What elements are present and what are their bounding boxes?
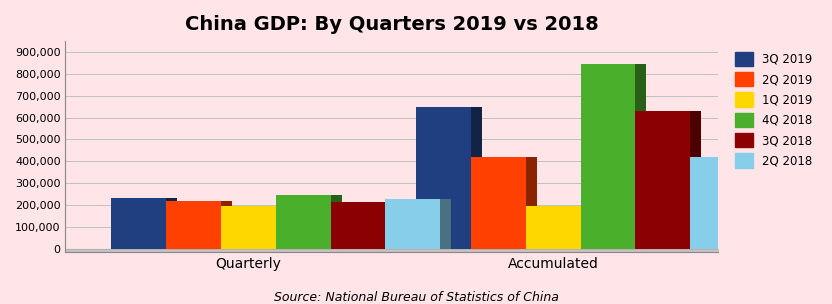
Polygon shape <box>221 201 232 249</box>
Polygon shape <box>440 199 451 249</box>
Polygon shape <box>745 157 756 249</box>
Polygon shape <box>691 111 701 249</box>
Polygon shape <box>471 107 482 249</box>
Polygon shape <box>526 206 581 249</box>
Polygon shape <box>275 206 287 249</box>
Text: Source: National Bureau of Statistics of China: Source: National Bureau of Statistics of… <box>274 291 558 304</box>
Polygon shape <box>330 195 342 249</box>
Polygon shape <box>691 157 745 249</box>
Polygon shape <box>330 202 385 249</box>
Polygon shape <box>471 157 526 249</box>
Legend: 3Q 2019, 2Q 2019, 1Q 2019, 4Q 2018, 3Q 2018, 2Q 2018: 3Q 2019, 2Q 2019, 1Q 2019, 4Q 2018, 3Q 2… <box>730 47 817 172</box>
Polygon shape <box>166 199 177 249</box>
Polygon shape <box>385 202 397 249</box>
Polygon shape <box>416 107 471 249</box>
Polygon shape <box>275 195 330 249</box>
Polygon shape <box>636 111 691 249</box>
Polygon shape <box>526 157 537 249</box>
Polygon shape <box>581 64 636 249</box>
Polygon shape <box>166 201 221 249</box>
Polygon shape <box>636 64 646 249</box>
Polygon shape <box>581 206 592 249</box>
Polygon shape <box>221 206 275 249</box>
Polygon shape <box>385 199 440 249</box>
Title: China GDP: By Quarters 2019 vs 2018: China GDP: By Quarters 2019 vs 2018 <box>185 15 598 34</box>
Polygon shape <box>111 199 166 249</box>
